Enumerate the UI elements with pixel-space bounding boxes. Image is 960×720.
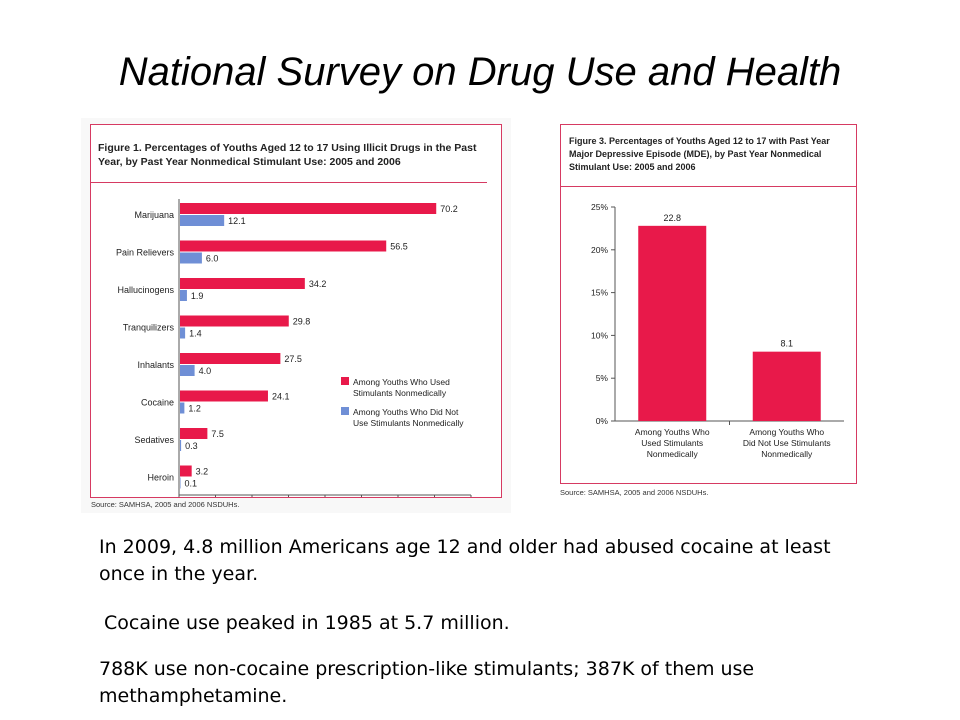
figure-1: Figure 1. Percentages of Youths Aged 12 …	[81, 118, 511, 513]
bar-used	[180, 315, 289, 327]
category-label: Heroin	[147, 473, 174, 483]
figure-3-caption: Figure 3. Percentages of Youths Aged 12 …	[561, 125, 856, 187]
bar-value-label: 8.1	[780, 339, 793, 349]
category-label: Inhalants	[137, 360, 174, 370]
bar-value-label: 24.1	[272, 392, 290, 402]
bar-value-label: 0.1	[185, 479, 198, 489]
bar-used	[180, 428, 208, 439]
category-label: Among Youths Who Used Stimulants Nonmedica…	[635, 427, 710, 459]
paragraph-stimulants: 788K use non-cocaine prescription-like s…	[99, 658, 755, 707]
bar-used	[180, 353, 281, 364]
legend-label-used: Among Youths Who Used Stimulants Nonmedic…	[353, 377, 450, 398]
paragraph-cocaine-2009: In 2009, 4.8 million Americans age 12 an…	[99, 536, 831, 585]
y-tick-label: 25%	[591, 202, 608, 212]
y-tick-label: 5%	[596, 373, 609, 383]
figure-1-chart: 0%10%20%30%40%50%60%70%80%Marijuana70.21…	[116, 199, 472, 497]
bar-not-used	[180, 365, 195, 376]
bar-value-label: 3.2	[196, 467, 209, 477]
category-label: Cocaine	[141, 398, 174, 408]
category-label: Among Youths Who Did Not Use Stimulants No…	[743, 427, 831, 459]
bar-value-label: 6.0	[206, 254, 219, 264]
bar	[752, 351, 821, 421]
bar-value-label: 1.4	[189, 329, 202, 339]
category-label: Hallucinogens	[117, 285, 174, 295]
y-tick-label: 0%	[596, 416, 609, 426]
y-tick-label: 20%	[591, 245, 608, 255]
bar-not-used	[180, 477, 181, 489]
figure-3-frame: Figure 3. Percentages of Youths Aged 12 …	[560, 124, 857, 484]
bar-used	[180, 390, 268, 402]
figure-3-chart: 0% 5% 10% 15% 20% 25% 22.8 Among Youths Who Used…	[591, 202, 844, 459]
slide-title: National Survey on Drug Use and Health	[118, 50, 842, 94]
figure-3: Figure 3. Percentages of Youths Aged 12 …	[558, 118, 858, 502]
paragraph-cocaine-peak: Cocaine use peaked in 1985 at 5.7 millio…	[104, 612, 510, 634]
y-tick-label: 15%	[591, 288, 608, 298]
bar-value-label: 22.8	[663, 213, 681, 223]
legend-label-not-used: Among Youths Who Did Not Use Stimulants N…	[353, 407, 464, 428]
bar-value-label: 27.5	[284, 354, 302, 364]
bar-not-used	[180, 290, 187, 301]
category-label: Tranquilizers	[123, 323, 175, 333]
figure-1-frame: Figure 1. Percentages of Youths Aged 12 …	[90, 124, 502, 498]
y-tick-label: 10%	[591, 330, 608, 340]
legend-swatch	[341, 407, 349, 415]
bar-value-label: 12.1	[228, 216, 246, 226]
bar-used	[180, 203, 437, 214]
bar-not-used	[180, 440, 182, 451]
bar-used	[180, 240, 387, 252]
bar-value-label: 1.9	[191, 291, 204, 301]
bar-used	[180, 465, 192, 477]
bar-used	[180, 278, 305, 289]
bar-value-label: 56.5	[390, 242, 408, 252]
bar-value-label: 7.5	[211, 429, 224, 439]
legend-swatch	[341, 377, 349, 385]
bar-value-label: 34.2	[309, 279, 327, 289]
bar-value-label: 29.8	[293, 317, 311, 327]
category-label: Pain Relievers	[116, 248, 175, 258]
bar-value-label: 4.0	[199, 366, 212, 376]
category-label: Sedatives	[134, 435, 174, 445]
bar	[638, 225, 707, 421]
figure-1-source: Source: SAMHSA, 2005 and 2006 NSDUHs.	[91, 500, 240, 509]
bar-value-label: 0.3	[185, 441, 198, 451]
category-label: Marijuana	[134, 210, 174, 220]
bar-not-used	[180, 402, 185, 414]
bar-not-used	[180, 327, 186, 339]
bar-not-used	[180, 215, 225, 226]
figure-3-source: Source: SAMHSA, 2005 and 2006 NSDUHs.	[560, 488, 709, 497]
bar-not-used	[180, 252, 202, 264]
figure-1-caption: Figure 1. Percentages of Youths Aged 12 …	[91, 125, 487, 183]
bar-value-label: 1.2	[188, 404, 201, 414]
bar-value-label: 70.2	[440, 204, 458, 214]
